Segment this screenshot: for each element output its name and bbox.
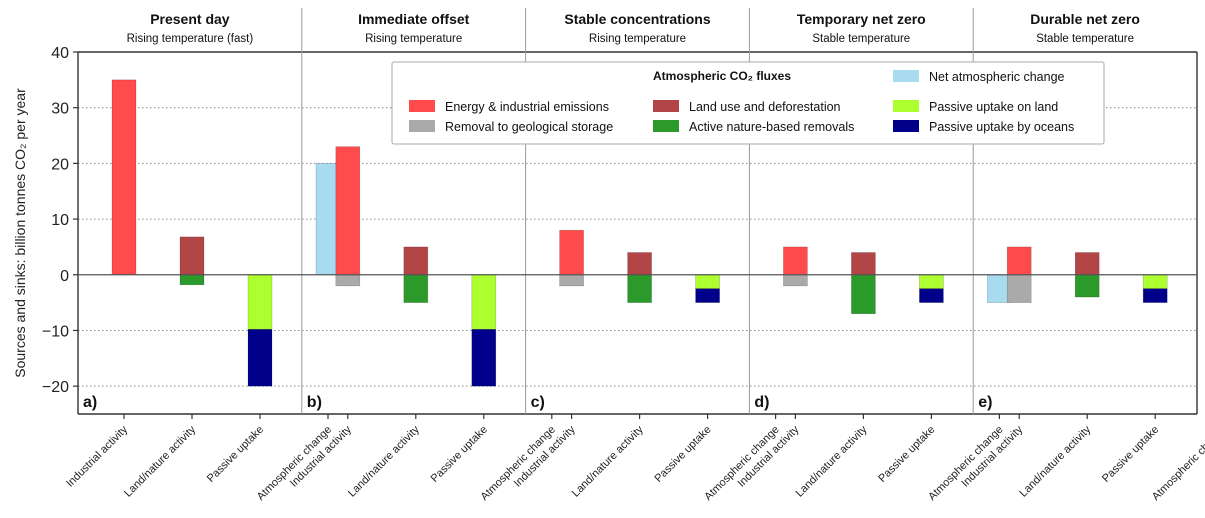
bar-land (695, 274, 720, 289)
panel-letter: c) (531, 394, 545, 411)
bar-ocean (471, 329, 497, 387)
panel-letter: d) (754, 394, 769, 411)
bar-geo (783, 274, 808, 287)
y-tick-label: 40 (51, 45, 69, 62)
legend-swatch-net (893, 70, 919, 82)
x-tick-label: Passive uptake (429, 424, 490, 485)
y-tick-label: −10 (42, 323, 69, 340)
legend-label-net: Net atmospheric change (929, 70, 1065, 84)
legend-swatch-nature (653, 120, 679, 132)
legend-swatch-energy (409, 100, 435, 112)
bar-landuse (1074, 252, 1100, 276)
bar-landuse (627, 252, 652, 276)
legend: Atmospheric CO₂ fluxes Energy & industria… (391, 61, 1105, 145)
bar-geo (559, 274, 584, 287)
y-tick-label: 0 (60, 268, 69, 285)
bar-landuse (851, 252, 876, 276)
panel-title: Immediate offset (358, 11, 470, 27)
bar-energy (111, 79, 137, 276)
bar-energy (783, 246, 808, 276)
bar-ocean (695, 288, 720, 303)
bar-ocean (1142, 288, 1168, 303)
legend-swatch-landuse (653, 100, 679, 112)
x-tick-label: Passive uptake (876, 424, 937, 485)
bar-land (919, 274, 944, 289)
legend-label-ocean: Passive uptake by oceans (929, 120, 1074, 134)
bar-ocean (919, 288, 944, 303)
x-tick-label: Industrial activity (64, 423, 130, 489)
bar-energy (335, 146, 361, 276)
panel-subtitle: Rising temperature (365, 33, 462, 45)
y-tick-label: 30 (51, 101, 69, 118)
x-tick-label: Land/nature activity (122, 423, 198, 499)
legend-swatch-geo (409, 120, 435, 132)
x-tick-label: Passive uptake (205, 424, 266, 485)
bar-nature (403, 274, 429, 303)
panel-subtitle: Stable temperature (812, 33, 910, 45)
legend-swatch-ocean (893, 120, 919, 132)
panel-subtitle: Rising temperature (589, 33, 686, 45)
legend-label-nature: Active nature-based removals (689, 120, 854, 134)
bar-nature (851, 274, 876, 315)
bar-nature (627, 274, 652, 303)
panel-letter: b) (307, 394, 322, 411)
panel-subtitle: Stable temperature (1036, 33, 1134, 45)
panel-title: Stable concentrations (564, 11, 710, 27)
x-tick-label: Land/nature activity (794, 423, 870, 499)
bar-land (247, 274, 273, 330)
y-axis-label: Sources and sinks: billion tonnes CO₂ pe… (12, 88, 28, 378)
legend-swatch-land (893, 100, 919, 112)
bar-landuse (179, 236, 205, 276)
panel-letter: a) (83, 394, 97, 411)
bar-energy (1006, 246, 1032, 276)
bars (111, 79, 1168, 387)
panel-title: Temporary net zero (797, 11, 926, 27)
bar-nature (1074, 274, 1100, 298)
legend-label-geo: Removal to geological storage (445, 120, 613, 134)
bar-land (471, 274, 497, 330)
x-tick-label: Passive uptake (1100, 424, 1161, 485)
x-tick-label: Land/nature activity (570, 423, 646, 499)
bar-land (1142, 274, 1168, 289)
legend-title: Atmospheric CO₂ fluxes (653, 69, 791, 83)
bar-geo (335, 274, 361, 287)
x-tick-label: Atmospheric change (1150, 424, 1205, 503)
panel-title: Present day (150, 11, 230, 27)
y-tick-label: −20 (42, 379, 69, 396)
x-tick-label: Land/nature activity (1017, 423, 1093, 499)
legend-label-energy: Energy & industrial emissions (445, 100, 609, 114)
legend-label-land: Passive uptake on land (929, 100, 1058, 114)
bar-nature (179, 274, 205, 286)
y-tick-label: 10 (51, 212, 69, 229)
bar-geo (1006, 274, 1032, 303)
bar-energy (559, 229, 584, 276)
panel-letter: e) (978, 394, 992, 411)
y-tick-label: 20 (51, 156, 69, 173)
legend-label-landuse: Land use and deforestation (689, 100, 841, 114)
legend-box (391, 61, 1105, 145)
panel-subtitle: Rising temperature (fast) (127, 33, 254, 45)
bar-landuse (403, 246, 429, 276)
bar-ocean (247, 329, 273, 387)
panel-title: Durable net zero (1030, 11, 1140, 27)
x-tick-label: Passive uptake (652, 424, 713, 485)
x-tick-label: Land/nature activity (346, 423, 422, 499)
